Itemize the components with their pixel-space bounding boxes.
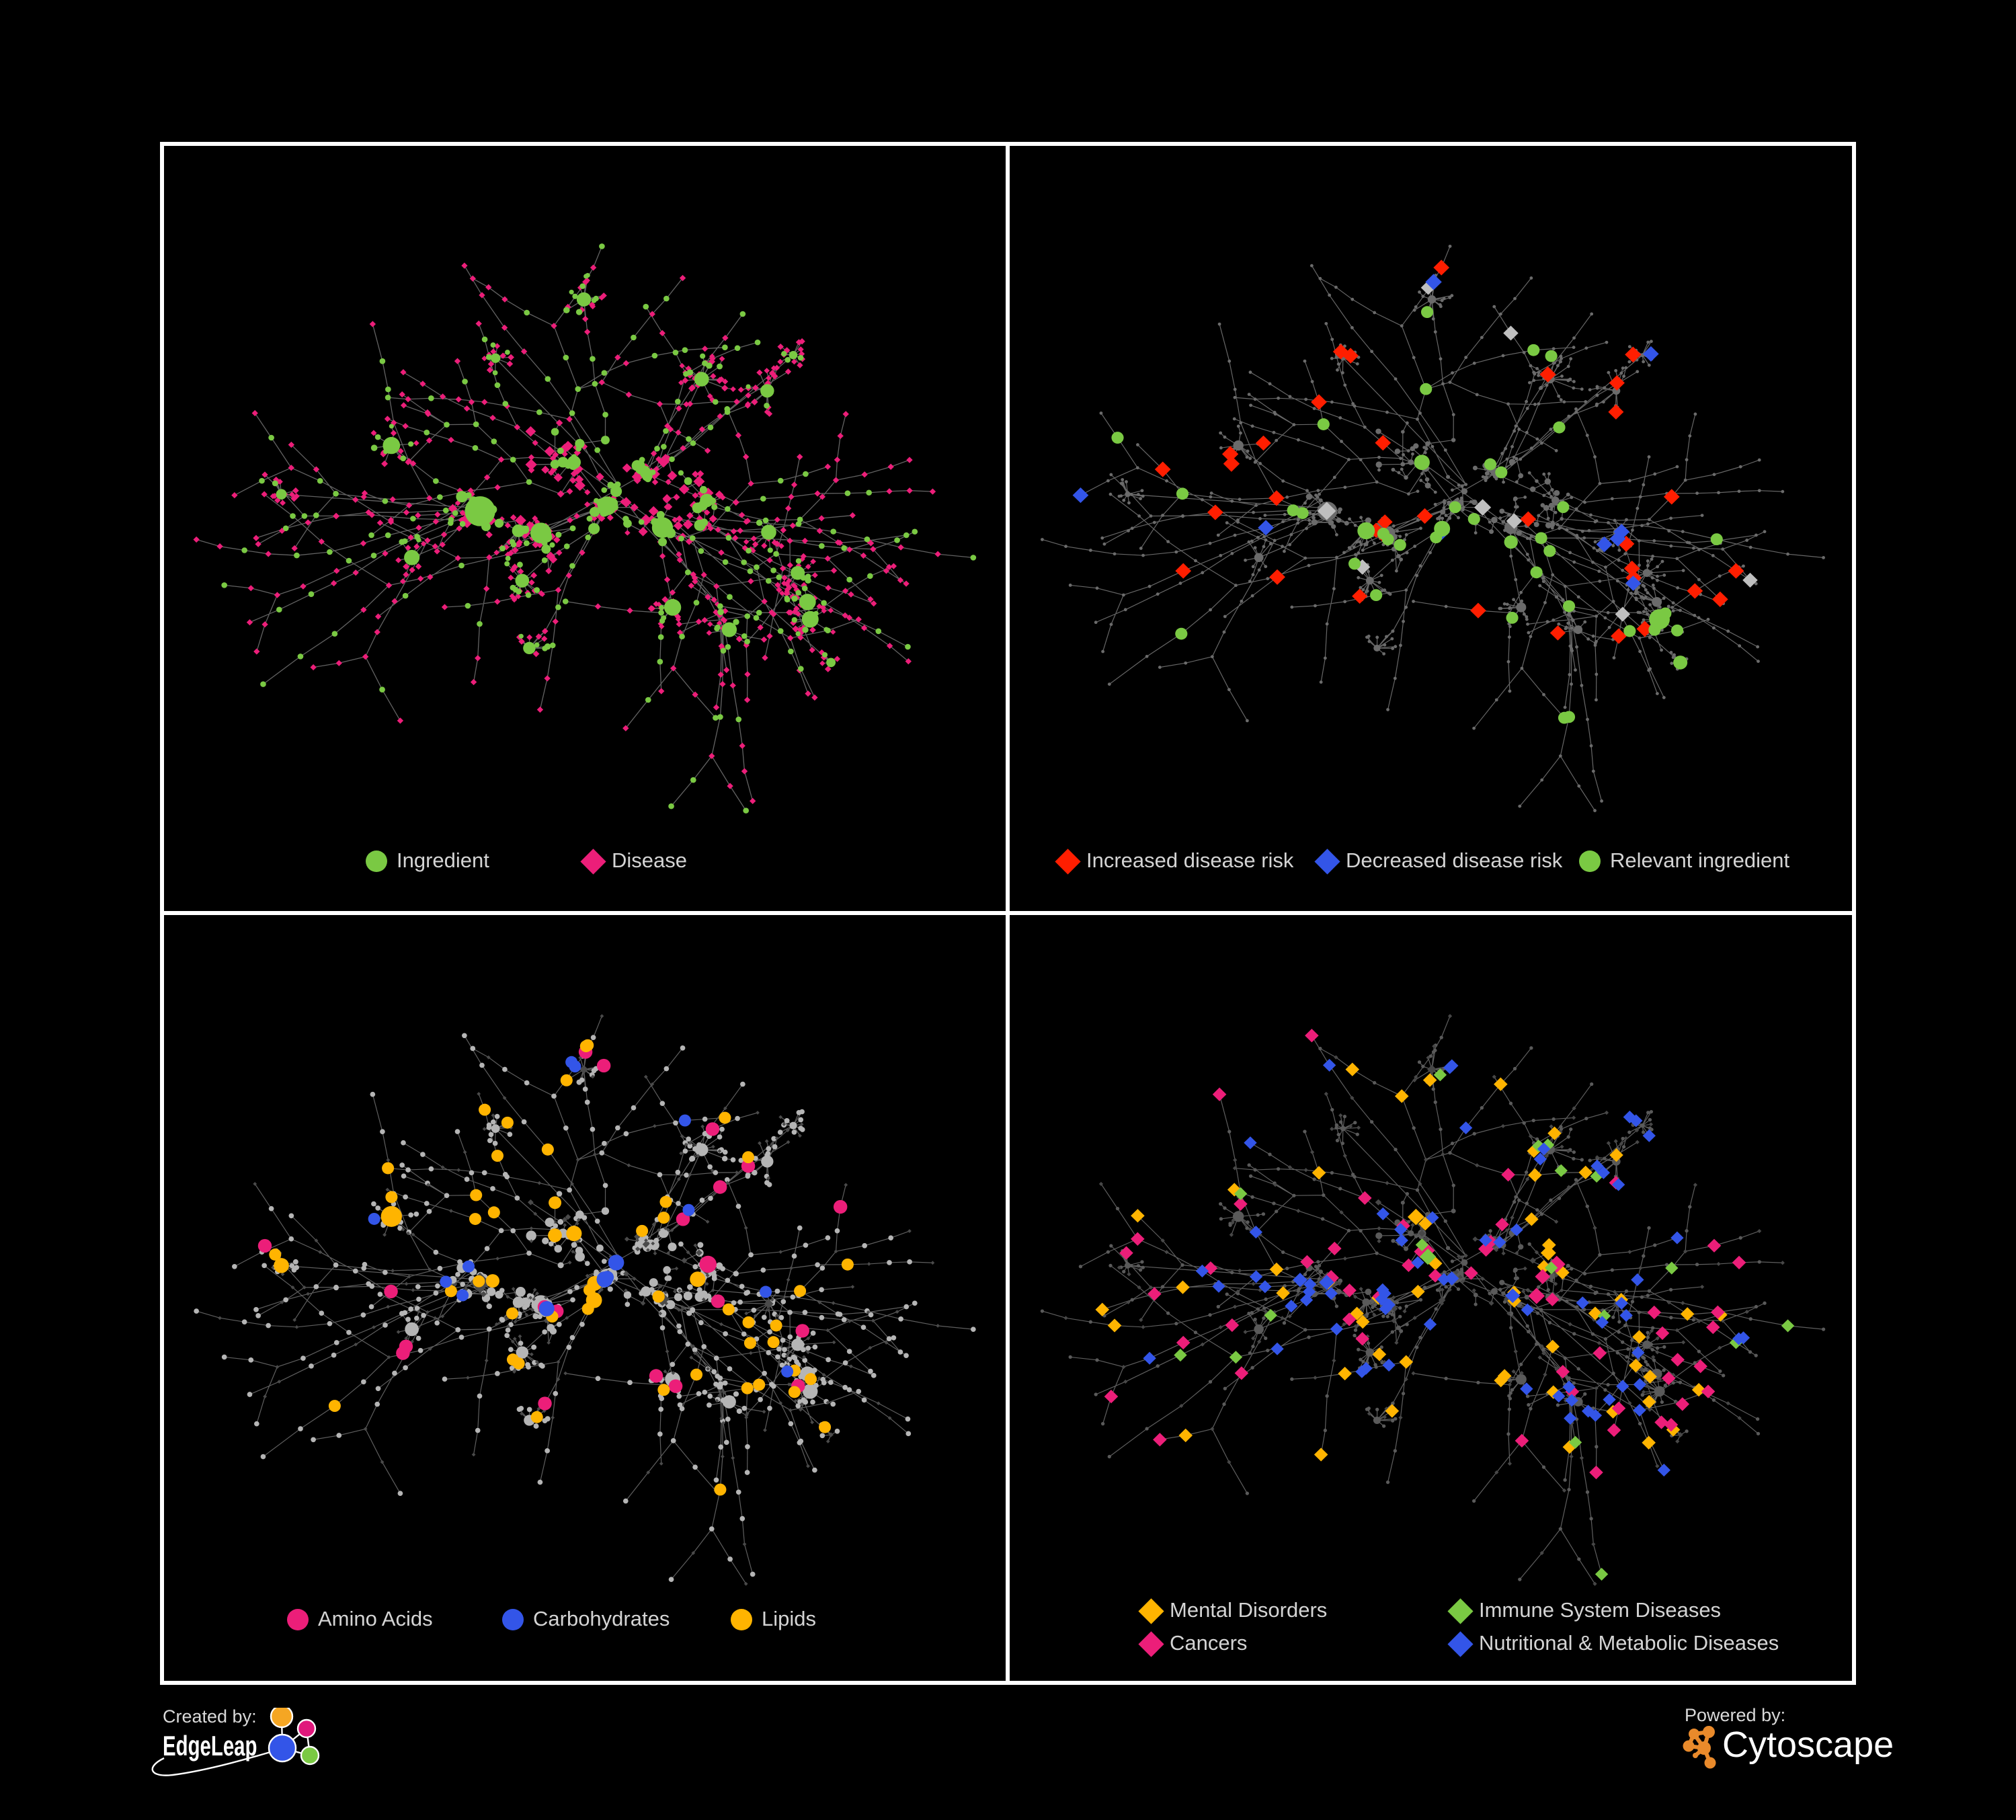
svg-text:EdgeLeap: EdgeLeap — [163, 1730, 257, 1762]
svg-text:Powered by:: Powered by: — [1685, 1708, 1785, 1725]
svg-text:Cytoscape: Cytoscape — [1722, 1725, 1894, 1765]
svg-text:Created by:: Created by: — [163, 1708, 257, 1727]
